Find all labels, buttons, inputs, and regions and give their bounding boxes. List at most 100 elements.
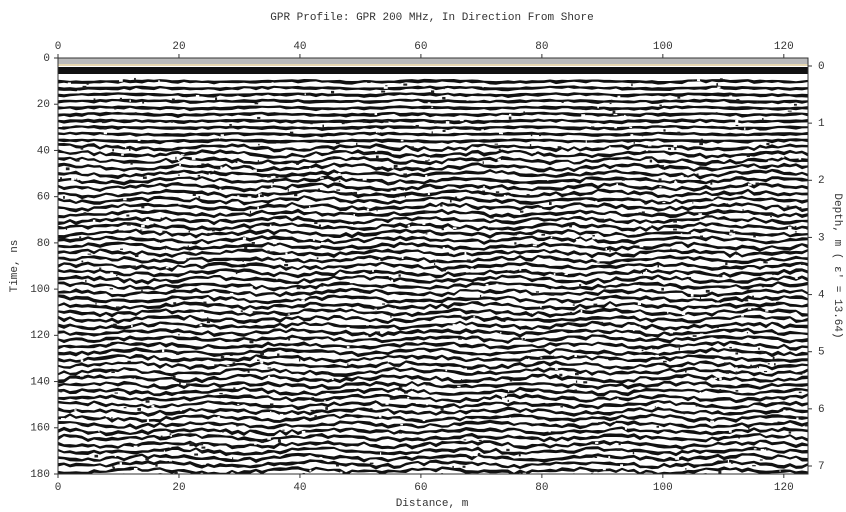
noise [483,186,485,188]
noise [704,261,708,264]
noise [83,212,87,215]
noise [200,311,205,315]
noise [322,187,326,189]
noise [244,261,247,265]
noise [374,308,378,310]
noise [560,405,563,408]
noise [178,159,180,161]
noise [400,139,404,142]
noise [275,276,278,280]
noise [336,189,341,191]
noise [746,96,750,99]
noise [204,219,208,222]
noise [217,416,220,419]
noise [631,83,633,87]
noise [275,175,279,178]
noise [120,248,123,250]
noise [635,270,639,272]
noise [592,236,596,240]
noise [677,142,680,146]
noise [448,84,450,87]
noise [309,469,312,472]
noise [595,200,598,204]
noise [200,266,205,269]
noise [232,457,234,460]
noise [398,385,403,388]
noise [192,193,196,196]
noise [478,439,482,442]
noise [269,224,272,227]
noise [425,403,429,406]
noise [134,77,136,81]
noise [164,246,166,250]
noise [625,265,629,269]
noise [249,340,254,344]
noise [147,395,152,397]
noise [581,471,583,473]
y-tick-label: 60 [37,192,50,204]
noise [433,121,437,124]
noise [723,362,728,365]
noise [463,439,467,441]
noise [696,173,699,176]
noise [571,323,575,326]
noise [160,435,163,438]
noise [206,320,210,324]
noise [642,182,645,184]
y-tick-label: 20 [37,99,50,111]
noise [397,261,402,263]
noise [379,165,382,167]
noise [403,173,407,176]
noise [78,423,81,425]
noise [133,467,138,471]
noise [612,110,616,114]
noise [690,293,694,297]
noise [738,436,741,439]
noise [503,320,506,323]
noise [760,449,765,452]
noise [247,370,250,373]
noise [140,229,143,231]
noise [445,121,450,125]
noise [717,86,721,88]
noise [326,200,330,203]
noise [123,407,127,409]
noise [562,241,565,243]
noise [141,224,145,228]
noise [219,392,223,395]
noise [205,389,210,391]
noise [609,249,611,252]
noise [639,199,644,202]
noise [270,410,272,413]
noise [555,368,559,370]
noise [465,270,469,273]
noise [689,180,692,183]
noise [641,134,644,137]
noise [410,146,414,149]
noise [203,301,207,305]
noise [770,216,772,218]
noise [76,159,80,162]
noise [119,79,123,82]
noise [170,120,174,123]
noise [102,120,106,124]
noise [422,222,426,225]
noise [128,148,131,151]
noise [169,445,172,448]
noise [762,118,764,121]
noise [388,127,390,130]
noise [257,116,261,119]
noise [407,224,410,227]
noise [752,295,754,298]
noise [279,358,283,360]
noise [732,77,737,80]
noise [641,272,643,275]
noise [460,272,464,275]
y-tick-label: 40 [37,145,50,157]
noise [531,421,536,424]
x-tick-label: 0 [55,482,62,494]
noise [482,460,487,463]
noise [340,175,343,178]
noise [652,348,656,350]
